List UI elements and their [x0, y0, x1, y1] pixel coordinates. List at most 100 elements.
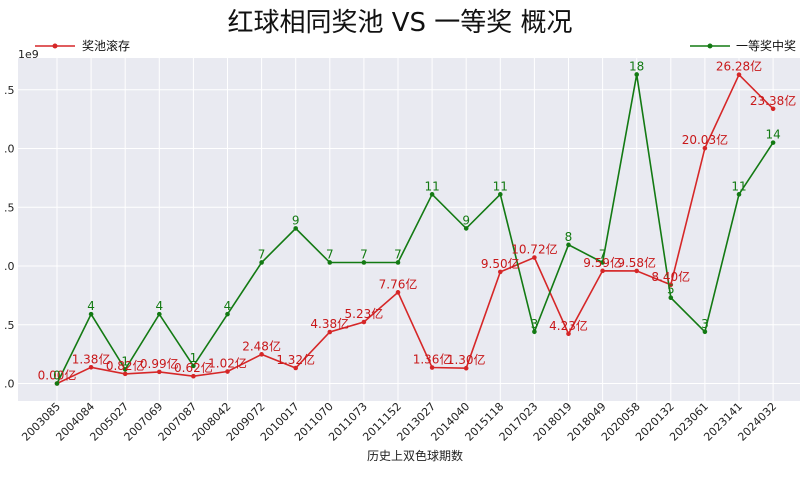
- y-tick-label: .5: [4, 84, 15, 97]
- series-points: [54, 72, 776, 386]
- data-label-series-1: 1.38亿: [72, 351, 111, 366]
- x-tick-labels: 2003085200408420050272007069200708720080…: [19, 400, 779, 444]
- data-label-series-1: 4.38亿: [310, 316, 349, 331]
- data-point-series-2: [429, 192, 435, 197]
- data-label-series-1: 1.32亿: [276, 352, 315, 367]
- data-label-series-2: 11: [493, 179, 508, 193]
- data-label-series-2: 1: [190, 351, 198, 365]
- data-point-series-1: [566, 331, 571, 337]
- data-point-series-1: [463, 365, 469, 371]
- data-point-series-2: [88, 311, 94, 317]
- data-label-series-2: 4: [224, 299, 232, 313]
- y-tick-label: .5: [4, 201, 15, 214]
- data-point-series-1: [702, 145, 708, 151]
- data-point-series-2: [122, 367, 128, 372]
- data-point-series-2: [54, 381, 60, 386]
- y-tick-label: .0: [4, 378, 15, 391]
- data-point-series-2: [668, 295, 674, 301]
- data-label-series-1: 20.03亿: [682, 132, 728, 147]
- data-point-series-2: [395, 260, 401, 265]
- data-point-series-1: [736, 72, 742, 78]
- data-label-series-1: 0.62亿: [174, 360, 213, 375]
- data-label-series-2: 4: [87, 299, 95, 313]
- y-tick-label: .0: [4, 143, 15, 156]
- data-point-series-2: [361, 260, 367, 265]
- data-point-series-1: [634, 268, 639, 274]
- data-point-series-1: [157, 369, 162, 375]
- data-label-series-2: 3: [531, 317, 539, 331]
- data-point-series-2: [498, 192, 503, 197]
- data-point-series-2: [702, 329, 708, 335]
- data-label-series-2: 7: [394, 247, 402, 261]
- data-label-series-1: 10.72亿: [511, 242, 557, 257]
- data-label-series-2: 14: [765, 128, 780, 142]
- data-label-series-1: 23.38亿: [750, 93, 796, 108]
- legend-marker-series-1: [52, 43, 58, 49]
- data-point-series-1: [668, 282, 674, 288]
- data-label-series-1: 9.50亿: [481, 256, 520, 271]
- data-label-series-2: 11: [731, 179, 746, 193]
- series-line-1: [56, 73, 774, 385]
- data-point-series-2: [293, 226, 299, 231]
- legend-label-series-2: 一等奖中奖: [736, 38, 796, 53]
- y-scale-note: 1e9: [18, 48, 39, 61]
- data-label-series-2: 11: [424, 179, 439, 193]
- data-point-series-1: [532, 255, 537, 260]
- data-label-series-1: 2.48亿: [242, 338, 281, 353]
- data-point-series-1: [293, 365, 299, 371]
- legend-marker-series-2: [707, 43, 713, 49]
- data-label-series-2: 5: [667, 283, 675, 297]
- data-label-series-2: 18: [629, 59, 644, 73]
- chart-title: 红球相同奖池 VS 一等奖 概况: [227, 8, 572, 38]
- y-tick-labels: .0 .5 .0 .5 .0 .5: [4, 84, 15, 391]
- data-point-series-2: [532, 329, 537, 335]
- data-label-series-1: 26.28亿: [716, 59, 762, 74]
- data-point-series-2: [157, 311, 162, 317]
- data-point-series-1: [395, 290, 401, 295]
- x-axis-label: 历史上双色球期数: [367, 448, 463, 463]
- data-label-series-1: 8.40亿: [651, 269, 690, 284]
- data-point-series-2: [600, 260, 605, 265]
- data-label-series-1: 1.36亿: [413, 352, 452, 367]
- data-point-series-2: [736, 192, 742, 197]
- data-label-series-2: 8: [565, 230, 573, 244]
- data-label-series-1: 5.23亿: [345, 306, 384, 321]
- data-point-series-1: [225, 369, 230, 374]
- data-point-series-1: [429, 365, 435, 370]
- data-point-series-1: [361, 319, 367, 325]
- data-point-series-1: [770, 106, 776, 112]
- data-label-series-2: 3: [701, 317, 709, 331]
- data-label-series-1: 0.82亿: [106, 358, 145, 373]
- data-label-series-1: 9.59亿: [583, 255, 622, 270]
- data-label-series-2: 9: [462, 213, 470, 227]
- data-label-series-2: 9: [292, 213, 300, 227]
- data-point-series-2: [327, 260, 333, 265]
- data-point-series-2: [566, 242, 571, 248]
- data-label-series-1: 9.58亿: [617, 255, 656, 270]
- data-label-series-1: 7.76亿: [379, 276, 418, 291]
- data-point-series-1: [191, 373, 196, 379]
- data-label-series-2: 7: [599, 247, 607, 261]
- data-label-series-1: 1.02亿: [208, 356, 247, 371]
- data-point-series-2: [225, 311, 230, 317]
- data-label-series-2: 0: [53, 369, 61, 383]
- data-point-series-1: [327, 329, 333, 335]
- data-point-series-2: [191, 363, 196, 369]
- legend-series-2: 一等奖中奖: [690, 38, 796, 53]
- series-line-2: [56, 74, 774, 384]
- watermark: 知乎 @数字故: [670, 455, 784, 476]
- data-label-series-1: 0.00亿: [38, 368, 77, 383]
- data-label-series-2: 1: [121, 354, 129, 368]
- data-point-series-1: [498, 269, 503, 275]
- plot-area: [18, 58, 800, 401]
- data-point-series-2: [770, 140, 776, 145]
- data-point-series-1: [259, 352, 264, 357]
- data-point-series-2: [259, 260, 264, 265]
- data-point-series-2: [463, 226, 469, 231]
- data-point-series-1: [600, 268, 605, 274]
- legend-series-1: 奖池滚存: [35, 38, 130, 53]
- data-point-series-1: [88, 364, 94, 370]
- data-label-series-1: 1.30亿: [447, 352, 486, 367]
